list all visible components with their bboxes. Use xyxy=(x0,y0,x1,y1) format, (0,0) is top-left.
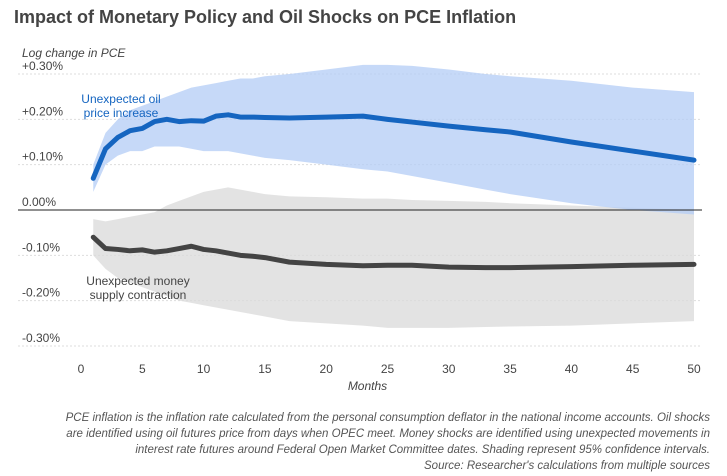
confidence-band xyxy=(93,187,694,328)
y-tick-labels: -0.30% -0.20% -0.10% 0.00% +0.10% +0.20% +0.30… xyxy=(22,59,63,345)
series-line xyxy=(90,234,697,271)
y-tick-label: -0.30% xyxy=(22,331,60,345)
x-tick-label: 5 xyxy=(139,362,146,376)
x-tick-label: 15 xyxy=(258,362,272,376)
x-tick-label: 30 xyxy=(442,362,456,376)
y-tick-label: +0.10% xyxy=(22,150,63,164)
y-tick-label: -0.10% xyxy=(22,240,60,254)
y-tick-label: -0.20% xyxy=(22,286,60,300)
y-tick-label: 0.00% xyxy=(22,195,56,209)
footnote-source: Source: Researcher's calculations from m… xyxy=(424,460,710,472)
footnote: PCE inflation is the inflation rate calc… xyxy=(20,410,710,474)
chart-svg: -0.30% -0.20% -0.10% 0.00% +0.10% +0.20% +0.30… xyxy=(18,59,702,393)
series-label-line: Unexpected oil xyxy=(81,92,160,106)
y-axis-label: Log change in PCE xyxy=(22,46,126,60)
confidence-band xyxy=(93,64,694,215)
x-tick-label: 45 xyxy=(626,362,640,376)
series-label: Unexpected oil price increase xyxy=(81,92,160,120)
x-tick-label: 35 xyxy=(503,362,517,376)
series-labels: Unexpected oil price increase Unexpected m… xyxy=(81,92,189,302)
y-tick-label: +0.30% xyxy=(22,59,63,73)
x-tick-label: 20 xyxy=(320,362,334,376)
series-line xyxy=(90,112,697,181)
y-tick-label: +0.20% xyxy=(22,104,63,118)
x-tick-label: 40 xyxy=(565,362,579,376)
x-tick-labels: 0 5 10 15 20 25 30 35 40 45 50 xyxy=(78,362,701,376)
footnote-line: are identified using oil futures price f… xyxy=(66,428,710,440)
x-tick-label: 10 xyxy=(197,362,211,376)
series-label-line: Unexpected money xyxy=(86,274,189,288)
x-axis-label: Months xyxy=(348,379,387,393)
series-label: Unexpected money supply contraction xyxy=(86,274,189,302)
x-tick-label: 50 xyxy=(687,362,701,376)
x-tick-label: 25 xyxy=(381,362,395,376)
chart-title: Impact of Monetary Policy and Oil Shocks… xyxy=(14,7,517,27)
series-label-line: supply contraction xyxy=(90,288,187,302)
x-tick-label: 0 xyxy=(78,362,85,376)
series-lines xyxy=(90,112,697,271)
series-label-line: price increase xyxy=(84,106,159,120)
footnote-line: PCE inflation is the inflation rate calc… xyxy=(65,412,710,424)
confidence-bands xyxy=(93,64,694,328)
footnote-line: interest rate futures around Federal Ope… xyxy=(135,444,710,456)
